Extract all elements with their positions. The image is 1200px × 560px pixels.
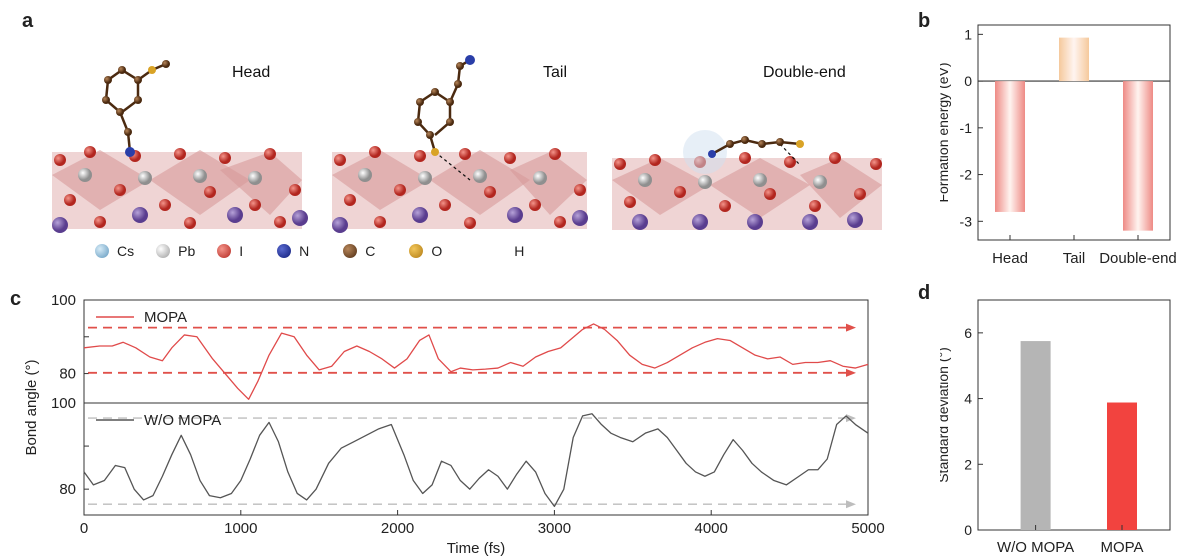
- y-tick-label: -2: [960, 167, 973, 183]
- h-atom-icon: [492, 244, 507, 258]
- bar-w-o-mopa: [1020, 341, 1051, 530]
- legend-label: Pb: [178, 243, 196, 259]
- plot-frame: [83, 299, 869, 516]
- legend-item-pb: Pb: [156, 243, 195, 259]
- bar-tail: [1059, 37, 1089, 82]
- series-line-wo-mopa: [83, 413, 869, 508]
- y-tick-label: 0: [964, 73, 972, 89]
- reference-arrow: [846, 414, 856, 423]
- y-tick-label: 4: [964, 391, 972, 407]
- panel-letter-a: a: [22, 10, 34, 32]
- panel-letter-c: c: [10, 288, 22, 310]
- standard-deviation-bar-chart: 0 2 4 6 W/O MOPA MOPA Standard deviation (°): [940, 299, 1171, 556]
- reference-arrow: [846, 368, 856, 377]
- formation-energy-bar-chart: 1 0 -1 -2 -3 Head Tail Double-end Formation ener…: [940, 24, 1177, 267]
- legend-item-c: C: [343, 243, 375, 259]
- reference-arrow: [846, 323, 856, 332]
- x-tick-label: 4000: [695, 520, 728, 537]
- x-tick-label: Tail: [1063, 250, 1086, 267]
- legend-label: C: [365, 243, 376, 259]
- legend-label: I: [239, 243, 244, 259]
- plot-frame: [977, 299, 1171, 531]
- o-atom-icon: [409, 244, 424, 258]
- x-tick-label: 5000: [851, 520, 884, 537]
- pb-atom-icon: [156, 244, 171, 258]
- slab-head: [52, 60, 308, 233]
- y-tick-label: 1: [964, 26, 972, 42]
- structure-label-tail: Tail: [543, 64, 568, 81]
- slab-tail: [332, 55, 588, 233]
- y-tick-label: 6: [964, 325, 972, 341]
- x-axis-label: Time (fs): [447, 540, 506, 557]
- n-atom-icon: [277, 244, 292, 258]
- legend-item-i: I: [217, 243, 243, 259]
- legend-item-h: H: [492, 243, 524, 259]
- bond-angle-line-chart: 100 80 MOPA 100 80 W/O MOPA 0 1000 2000 3000 4000 5…: [23, 292, 885, 557]
- structure-label-double-end: Double-end: [763, 64, 846, 81]
- slab-double-end: [612, 130, 882, 230]
- legend-label: Cs: [117, 243, 135, 259]
- atom-legend: Cs Pb I N C O H: [95, 243, 546, 259]
- bar-head: [995, 81, 1025, 212]
- y-tick-label: -3: [960, 213, 973, 229]
- legend-item-n: N: [277, 243, 309, 259]
- y-tick-label: 80: [59, 366, 76, 383]
- bar-double-end: [1123, 81, 1153, 231]
- y-axis-label: Standard deviation (°): [940, 347, 951, 483]
- legend-label: MOPA: [144, 309, 187, 326]
- y-tick-label: -1: [960, 120, 973, 136]
- molecular-structures-illustration: [52, 55, 882, 233]
- legend-label: N: [299, 243, 310, 259]
- x-tick-label: 1000: [224, 520, 257, 537]
- legend-label: H: [514, 243, 525, 259]
- y-axis-label: Formation energy (eV): [940, 62, 951, 202]
- y-tick-label: 2: [964, 456, 972, 472]
- i-atom-icon: [217, 244, 232, 258]
- x-tick-label: Head: [992, 250, 1028, 267]
- y-axis-label: Bond angle (°): [23, 359, 40, 455]
- x-tick-label: Double-end: [1099, 250, 1177, 267]
- y-tick-label: 100: [51, 395, 76, 412]
- x-tick-label: W/O MOPA: [997, 539, 1074, 556]
- panel-letter-b: b: [918, 10, 931, 32]
- panel-letter-d: d: [918, 282, 931, 304]
- legend-item-o: O: [409, 243, 442, 259]
- x-tick-label: 2000: [381, 520, 414, 537]
- y-tick-label: 80: [59, 481, 76, 498]
- legend-label: O: [431, 243, 443, 259]
- cs-atom-icon: [95, 244, 109, 258]
- y-tick-label: 100: [51, 292, 76, 309]
- x-tick-label: 3000: [538, 520, 571, 537]
- x-tick-label: 0: [80, 520, 88, 537]
- structure-label-head: Head: [232, 64, 271, 81]
- c-atom-icon: [343, 244, 358, 258]
- series-line-mopa: [83, 323, 869, 400]
- y-tick-label: 0: [964, 522, 972, 538]
- reference-arrow: [846, 500, 856, 509]
- legend-label: W/O MOPA: [144, 412, 221, 429]
- bar-mopa: [1107, 402, 1137, 530]
- legend-item-cs: Cs: [95, 243, 134, 259]
- x-tick-label: MOPA: [1100, 539, 1143, 556]
